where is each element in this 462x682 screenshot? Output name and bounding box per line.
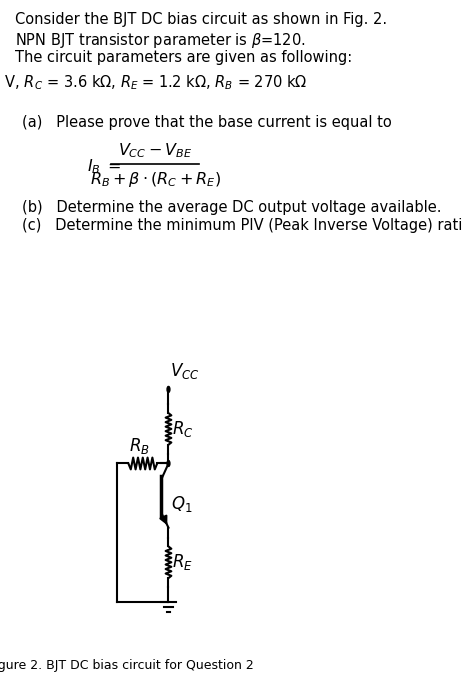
- Text: $R_E$: $R_E$: [172, 552, 193, 572]
- Circle shape: [167, 387, 170, 392]
- Text: $Q_1$: $Q_1$: [171, 494, 192, 514]
- Circle shape: [167, 460, 170, 466]
- Text: $V_{CC} - V_{BE}$: $V_{CC} - V_{BE}$: [118, 141, 193, 160]
- Text: $R_B$: $R_B$: [128, 436, 149, 456]
- Text: (b)   Determine the average DC output voltage available.: (b) Determine the average DC output volt…: [22, 200, 441, 215]
- Text: $R_B + \beta \cdot (R_C + R_E)$: $R_B + \beta \cdot (R_C + R_E)$: [90, 170, 221, 190]
- Text: Figure 2. BJT DC bias circuit for Question 2: Figure 2. BJT DC bias circuit for Questi…: [0, 659, 254, 672]
- Text: (c)   Determine the minimum PIV (Peak Inverse Voltage) rating of each diode.: (c) Determine the minimum PIV (Peak Inve…: [22, 218, 462, 233]
- Text: The circuit parameters are given as following:: The circuit parameters are given as foll…: [15, 50, 352, 65]
- Text: (a)   Please prove that the base current is equal to: (a) Please prove that the base current i…: [22, 115, 392, 130]
- Text: NPN BJT transistor parameter is $\beta$=120.: NPN BJT transistor parameter is $\beta$=…: [15, 31, 305, 50]
- Text: $V_{CC}$: $V_{CC}$: [170, 361, 200, 381]
- Text: Consider the BJT DC bias circuit as shown in Fig. 2.: Consider the BJT DC bias circuit as show…: [15, 12, 387, 27]
- Text: $R_C$: $R_C$: [172, 419, 194, 439]
- Text: $I_B\;=$: $I_B\;=$: [86, 157, 121, 175]
- Text: $V_{CC}$ = 16 V, $R_C$ = 3.6 k$\Omega$, $R_E$ = 1.2 k$\Omega$, $R_B$ = 270 k$\Om: $V_{CC}$ = 16 V, $R_C$ = 3.6 k$\Omega$, …: [0, 73, 308, 92]
